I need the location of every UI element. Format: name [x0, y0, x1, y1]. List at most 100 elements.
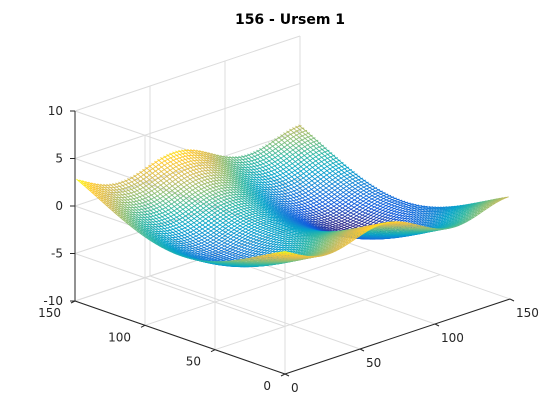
mesh-segment [134, 175, 137, 178]
mesh-segment [215, 226, 218, 229]
mesh-segment [91, 192, 94, 195]
mesh-segment [206, 189, 209, 192]
mesh-segment [161, 166, 164, 169]
mesh-segment [199, 245, 202, 247]
mesh-segment [115, 201, 118, 204]
mesh-segment [186, 217, 189, 220]
mesh-segment [215, 214, 218, 217]
mesh-segment [138, 203, 142, 206]
mesh-segment [129, 185, 132, 187]
mesh-segment [162, 196, 165, 199]
mesh-segment [174, 231, 177, 233]
mesh-segment [211, 187, 214, 189]
mesh-segment [212, 224, 215, 227]
mesh-segment [167, 178, 170, 181]
sidewall-grid-z [74, 253, 286, 327]
mesh-segment [179, 210, 182, 213]
mesh-segment [211, 236, 214, 238]
mesh-segment [126, 189, 129, 192]
mesh-segment [87, 188, 90, 191]
mesh-segment [104, 189, 107, 192]
mesh-segment [213, 250, 216, 252]
mesh-segment [200, 192, 203, 195]
mesh-segment [139, 172, 142, 174]
mesh-segment [151, 190, 154, 193]
mesh-segment [127, 199, 130, 202]
mesh-segment [164, 198, 167, 201]
mesh-segment [218, 195, 221, 198]
mesh-segment [153, 208, 156, 211]
mesh-segment [155, 218, 158, 221]
mesh-segment [197, 254, 200, 257]
mesh-segment [174, 216, 177, 219]
mesh-segment [187, 172, 190, 175]
mesh-segment [161, 200, 164, 203]
mesh-segment [181, 171, 184, 174]
mesh-segment [209, 247, 212, 250]
mesh-layer [76, 124, 509, 268]
mesh-segment [104, 203, 107, 206]
mesh-segment [219, 194, 222, 196]
mesh-segment [111, 206, 114, 209]
mesh-segment [202, 224, 205, 227]
mesh-segment [129, 207, 132, 210]
mesh-segment [128, 217, 131, 220]
mesh-segment [195, 179, 198, 182]
mesh-segment [165, 163, 168, 165]
mesh-segment [162, 191, 166, 194]
mesh-segment [120, 210, 123, 212]
mesh-segment [185, 250, 188, 252]
mesh-segment [114, 210, 117, 213]
mesh-segment [194, 172, 197, 174]
mesh-segment [204, 214, 207, 217]
mesh-segment [163, 187, 166, 190]
mesh-segment [203, 254, 206, 256]
mesh-segment [210, 226, 213, 229]
mesh-segment [120, 206, 123, 209]
mesh-segment [158, 220, 161, 223]
mesh-segment [180, 202, 182, 205]
mesh-segment [167, 249, 170, 252]
mesh-segment [178, 230, 181, 232]
mesh-segment [188, 182, 191, 185]
mesh-segment [196, 228, 199, 231]
mesh-segment [152, 188, 155, 191]
mesh-segment [193, 218, 196, 220]
mesh-segment [104, 184, 107, 187]
mesh-segment [128, 186, 131, 189]
mesh-segment [151, 198, 153, 201]
mesh-segment [204, 176, 207, 179]
mesh-segment [195, 220, 198, 223]
mesh-segment [174, 166, 177, 168]
mesh-segment [98, 190, 100, 193]
mesh-segment [101, 186, 104, 189]
mesh-segment [209, 254, 211, 257]
mesh-segment [136, 193, 139, 196]
mesh-segment [186, 225, 189, 228]
mesh-segment [185, 252, 188, 255]
mesh-segment [201, 177, 204, 180]
mesh-segment [83, 181, 86, 184]
mesh-segment [210, 237, 213, 240]
mesh-segment [166, 205, 169, 208]
mesh-segment [154, 161, 157, 164]
mesh-segment [194, 238, 197, 241]
mesh-segment [216, 222, 219, 225]
mesh-segment [121, 194, 124, 197]
mesh-segment [115, 213, 118, 216]
mesh-segment [207, 232, 210, 235]
mesh-segment [81, 183, 84, 186]
floor-grid-y [214, 274, 441, 351]
mesh-segment [123, 208, 126, 211]
mesh-segment [199, 226, 202, 229]
mesh-segment [189, 220, 192, 222]
mesh-segment [130, 201, 133, 204]
mesh-segment [116, 214, 119, 217]
mesh-segment [199, 214, 202, 216]
mesh-segment [125, 218, 128, 221]
mesh-segment [179, 219, 182, 222]
mesh-segment [113, 192, 115, 195]
mesh-segment [147, 203, 150, 206]
mesh-segment [212, 253, 214, 256]
mesh-segment [167, 167, 169, 170]
